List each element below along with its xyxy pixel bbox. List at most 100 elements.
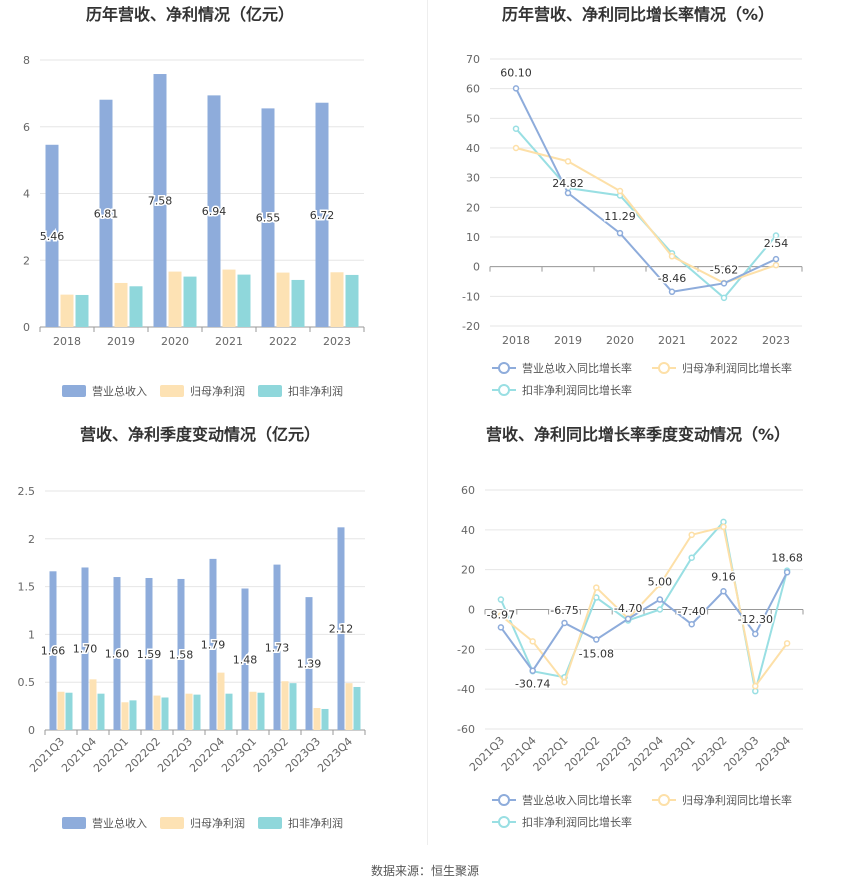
legend-label-3: 扣非净利润同比增长率 (522, 815, 632, 829)
legend-swatch-marker-1 (498, 362, 510, 374)
x-tick-label: 2023 (762, 334, 790, 347)
bar-revenue (153, 74, 167, 327)
y-tick-label: 2 (28, 533, 35, 546)
bar-net-profit (222, 269, 236, 327)
point-net-profit (593, 584, 600, 591)
y-tick-label: 0 (28, 724, 35, 737)
x-tick-label: 2023Q4 (753, 734, 793, 774)
bar-net-profit (313, 708, 321, 730)
bar-revenue (337, 527, 345, 730)
legend-swatch-1 (62, 385, 86, 397)
point-net-profit (656, 581, 664, 588)
bar-revenue (145, 577, 153, 730)
point-net-profit (688, 531, 695, 539)
bar-value-label: 5.46 (40, 230, 65, 243)
point-revenue (783, 569, 791, 576)
point-net-profit (752, 682, 759, 690)
bar-deducted-profit (183, 276, 197, 327)
point-revenue (656, 596, 664, 603)
x-tick-label: 2020 (606, 334, 634, 347)
point-value-label: -5.62 (710, 263, 738, 276)
x-tick-label: 2020 (161, 335, 189, 348)
point-value-label: 24.82 (552, 177, 584, 190)
bar-revenue (81, 567, 89, 730)
line-revenue (515, 87, 777, 293)
point-revenue (624, 615, 632, 623)
y-tick-label: 6 (23, 121, 30, 134)
chart-title: 营收、净利同比增长率季度变动情况（%） (486, 425, 790, 444)
x-tick-label: 2021 (658, 334, 686, 347)
point-net-profit (529, 638, 536, 645)
bar-net-profit (153, 695, 161, 730)
bar-revenue (315, 102, 329, 327)
legend-swatch-3 (258, 385, 282, 397)
bar-deducted-profit (161, 697, 169, 730)
line-revenue (500, 571, 788, 673)
chart-quarterly-revenue-profit: 营收、净利季度变动情况（亿元）00.511.522.52021Q31.66202… (18, 425, 366, 830)
point-value-label: -8.46 (658, 272, 686, 285)
bar-revenue (209, 558, 217, 730)
point-net-profit (616, 187, 624, 195)
point-net-profit (783, 640, 791, 647)
bar-net-profit (345, 683, 353, 730)
bar-revenue (177, 578, 185, 730)
legend-label-1: 营业总收入同比增长率 (522, 793, 632, 807)
point-revenue (616, 229, 624, 237)
point-revenue (497, 624, 505, 631)
point-value-label: 60.10 (500, 66, 532, 79)
point-revenue (772, 255, 780, 263)
bar-net-profit (281, 681, 289, 730)
point-net-profit (564, 158, 572, 165)
bar-value-label: 7.58 (148, 195, 173, 208)
bar-value-label: 1.73 (265, 641, 290, 654)
point-revenue (688, 620, 695, 628)
point-revenue (564, 189, 572, 197)
bar-deducted-profit (257, 692, 265, 730)
point-value-label: -12.30 (738, 613, 773, 626)
point-revenue (752, 630, 759, 638)
legend-swatch-2 (160, 817, 184, 829)
y-tick-label: 2.5 (18, 485, 36, 498)
point-deducted-profit (512, 125, 520, 132)
bar-value-label: 6.55 (256, 212, 281, 225)
legend-label-3: 扣非净利润同比增长率 (522, 383, 632, 397)
bar-net-profit (60, 294, 74, 327)
bar-revenue (273, 564, 281, 730)
point-value-label: -30.74 (515, 678, 550, 691)
bar-deducted-profit (193, 694, 201, 730)
bar-value-label: 2.12 (329, 623, 354, 636)
bar-value-label: 1.70 (73, 643, 98, 656)
point-net-profit (772, 261, 780, 269)
bar-deducted-profit (291, 279, 305, 327)
point-value-label: -8.97 (487, 608, 515, 621)
bar-value-label: 1.59 (137, 648, 162, 661)
bar-deducted-profit (75, 294, 89, 327)
y-tick-label: 8 (23, 54, 30, 67)
bar-deducted-profit (289, 683, 297, 730)
bar-net-profit (330, 272, 344, 327)
y-tick-label: 2 (23, 254, 30, 267)
y-tick-label: -40 (457, 683, 475, 696)
legend-label-3: 扣非净利润 (288, 384, 343, 398)
bar-deducted-profit (353, 686, 361, 730)
bar-net-profit (57, 691, 65, 730)
bar-value-label: 1.66 (41, 645, 66, 658)
bar-deducted-profit (129, 286, 143, 327)
x-tick-label: 2022 (269, 335, 297, 348)
line-net-profit (500, 525, 788, 689)
legend-swatch-marker-3 (498, 816, 510, 828)
point-value-label: 5.00 (648, 576, 673, 589)
bar-value-label: 1.79 (201, 638, 226, 651)
vertical-divider (427, 0, 428, 845)
bar-net-profit (249, 691, 257, 730)
legend-label-1: 营业总收入 (92, 384, 147, 398)
y-tick-label: 10 (466, 231, 480, 244)
y-tick-label: 20 (461, 564, 475, 577)
y-tick-label: 50 (466, 112, 480, 125)
legend-label-1: 营业总收入 (92, 816, 147, 830)
chart-title: 营收、净利季度变动情况（亿元） (80, 425, 320, 444)
point-value-label: 9.16 (711, 570, 736, 583)
chart-quarterly-growth-rate: 营收、净利同比增长率季度变动情况（%）-60-40-2002040602021Q… (457, 425, 804, 829)
data-source-note: 数据来源：恒生聚源 (370, 864, 479, 878)
legend-label-1: 营业总收入同比增长率 (522, 361, 632, 375)
